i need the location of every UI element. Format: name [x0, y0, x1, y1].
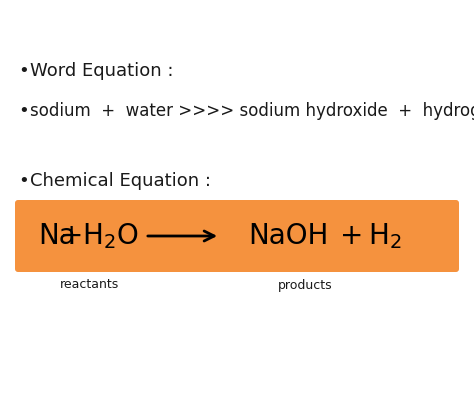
Text: +: +: [60, 222, 84, 250]
Text: products: products: [278, 279, 332, 292]
Text: Chemical Equation :: Chemical Equation :: [30, 172, 211, 190]
Text: +: +: [340, 222, 364, 250]
FancyBboxPatch shape: [15, 200, 459, 272]
Text: Word Equation :: Word Equation :: [30, 62, 173, 80]
Text: Na: Na: [38, 222, 76, 250]
Text: •: •: [18, 102, 29, 120]
Text: sodium  +  water >>>> sodium hydroxide  +  hydrogen: sodium + water >>>> sodium hydroxide + h…: [30, 102, 474, 120]
Text: •: •: [18, 172, 29, 190]
Text: H$_2$: H$_2$: [368, 221, 401, 251]
Text: H$_2$O: H$_2$O: [82, 221, 138, 251]
Text: reactants: reactants: [60, 279, 119, 292]
Text: NaOH: NaOH: [248, 222, 328, 250]
Text: •: •: [18, 62, 29, 80]
